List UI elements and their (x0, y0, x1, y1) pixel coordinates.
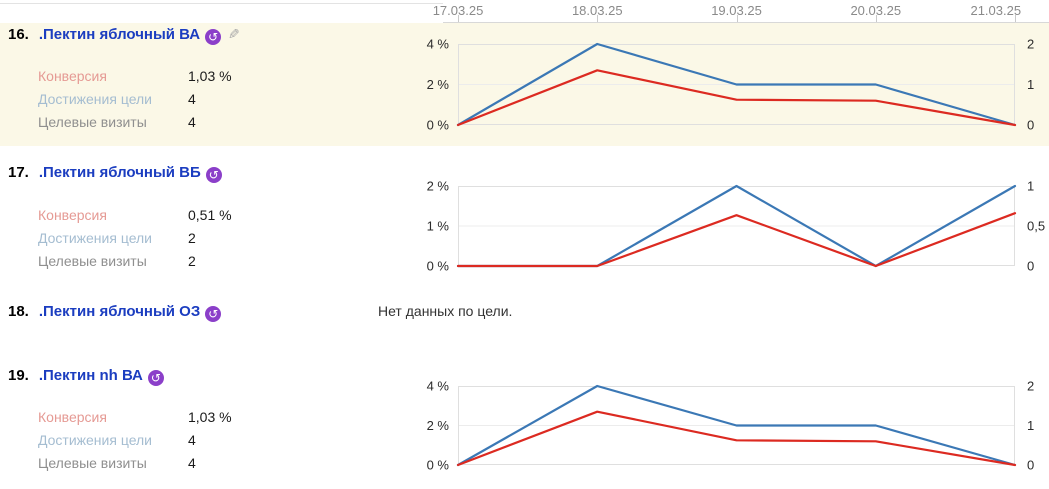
goal-visits-label: Целевые визиты (38, 114, 147, 130)
metric-conversion: Конверсия 1,03 % (38, 68, 408, 91)
goal-row-header: 16. .Пектин яблочный ВА ↺ ✎ (8, 26, 240, 45)
date-axis-label: 18.03.25 (571, 3, 623, 18)
goal-row-header: 19. .Пектин nh ВА ↺ (8, 367, 164, 386)
date-axis: 17.03.25 18.03.25 19.03.25 20.03.25 21.03.25 (0, 0, 1049, 23)
conversion-label: Конверсия (38, 207, 107, 223)
retargeting-icon: ↺ (205, 29, 222, 45)
metric-goal-visits: Целевые визиты 4 (38, 455, 408, 478)
left-axis-label: 2 % (427, 418, 450, 433)
goal-achievements-value: 4 (188, 432, 196, 448)
metric-goal-visits: Целевые визиты 4 (38, 114, 408, 137)
date-axis-tick (597, 15, 599, 22)
right-axis-label: 0 (1027, 259, 1034, 274)
right-axis-label: 2 (1027, 379, 1034, 394)
goal-achievements-line (456, 384, 1017, 467)
right-axis-label: 1 (1027, 418, 1034, 433)
goal-row-number: 18. (8, 303, 29, 320)
metric-goal-achievements: Достижения цели 4 (38, 432, 408, 455)
metric-goal-visits: Целевые визиты 2 (38, 253, 408, 276)
date-axis-tick (458, 15, 459, 22)
right-axis-label: 0,5 (1027, 219, 1045, 234)
goal-chart: 4 % 2 % 0 % 2 1 0 (427, 37, 1035, 133)
date-axis-tick (875, 15, 877, 22)
date-axis-label: 17.03.25 (432, 3, 484, 18)
goal-metrics: Конверсия 1,03 % Достижения цели 4 Целев… (38, 409, 408, 478)
plot-border (458, 386, 1015, 465)
left-axis-label: 0 % (427, 118, 450, 133)
goal-visits-label: Целевые визиты (38, 455, 147, 471)
conversion-label: Конверсия (38, 409, 107, 425)
goal-row-header: 18. .Пектин яблочный ОЗ ↺ (8, 303, 222, 322)
goal-achievements-label: Достижения цели (38, 432, 153, 448)
goal-achievements-line (456, 42, 1017, 127)
goal-chart: 4 % 2 % 0 % 2 1 0 (427, 379, 1035, 473)
goal-title-link[interactable]: .Пектин яблочный ОЗ (38, 303, 201, 320)
retargeting-icon: ↺ (205, 306, 222, 322)
goal-row-19: 19. .Пектин nh ВА ↺ Конверсия 1,03 % Дости… (0, 352, 1049, 489)
retargeting-icon: ↺ (205, 167, 222, 183)
goal-row-header: 17. .Пектин яблочный ВБ ↺ (8, 164, 222, 183)
goal-title-link[interactable]: .Пектин яблочный ВА (38, 26, 201, 43)
left-axis-label: 2 % (427, 77, 450, 92)
conversion-line (456, 410, 1017, 467)
goal-achievements-value: 2 (188, 230, 196, 246)
goal-achievements-label: Достижения цели (38, 91, 153, 107)
retargeting-icon: ↺ (147, 370, 164, 386)
goal-visits-value: 4 (188, 114, 196, 130)
left-axis-label: 1 % (427, 219, 450, 234)
metric-conversion: Конверсия 0,51 % (38, 207, 408, 230)
conversion-label: Конверсия (38, 68, 107, 84)
header-divider-right (443, 22, 1049, 23)
header-divider-left (0, 3, 443, 4)
goal-row-16: 16. .Пектин яблочный ВА ↺ ✎ Конверсия 1,03 … (0, 23, 1049, 146)
edit-goal-icon[interactable]: ✎ (228, 26, 240, 42)
date-axis-label: 20.03.25 (850, 3, 902, 18)
right-axis-label: 1 (1027, 179, 1034, 194)
goal-row-number: 16. (8, 26, 29, 43)
right-axis-label: 2 (1027, 37, 1034, 52)
left-axis-label: 2 % (427, 179, 450, 194)
right-axis-label: 1 (1027, 77, 1034, 92)
conversion-line (456, 69, 1017, 127)
plot-border (458, 44, 1015, 125)
goal-visits-label: Целевые визиты (38, 253, 147, 269)
conversion-line (456, 212, 1017, 268)
goal-metrics: Конверсия 0,51 % Достижения цели 2 Целев… (38, 207, 408, 276)
goal-chart: 2 % 1 % 0 % 1 0,5 0 (427, 179, 1045, 274)
metric-conversion: Конверсия 1,03 % (38, 409, 408, 432)
date-axis-label: 21.03.25 (970, 3, 1022, 18)
left-axis-label: 4 % (427, 379, 450, 394)
goal-row-17: 17. .Пектин яблочный ВБ ↺ Конверсия 0,51 %… (0, 146, 1049, 290)
right-axis-label: 0 (1027, 118, 1034, 133)
conversion-value: 1,03 % (188, 68, 232, 84)
metric-goal-achievements: Достижения цели 4 (38, 91, 408, 114)
left-axis-label: 4 % (427, 37, 450, 52)
goal-row-number: 17. (8, 164, 29, 181)
metric-goal-achievements: Достижения цели 2 (38, 230, 408, 253)
goal-title-link[interactable]: .Пектин яблочный ВБ (38, 164, 201, 181)
date-axis-tick (1015, 15, 1016, 22)
no-data-message: Нет данных по цели. (378, 303, 513, 319)
goal-achievements-label: Достижения цели (38, 230, 153, 246)
goal-visits-value: 2 (188, 253, 196, 269)
goal-metrics: Конверсия 1,03 % Достижения цели 4 Целев… (38, 68, 408, 137)
conversion-value: 1,03 % (188, 409, 232, 425)
goal-title-link[interactable]: .Пектин nh ВА (38, 367, 143, 384)
left-axis-label: 0 % (427, 259, 450, 274)
date-axis-tick (736, 15, 738, 22)
left-axis-label: 0 % (427, 458, 450, 473)
goal-row-number: 19. (8, 367, 29, 384)
right-axis-label: 0 (1027, 458, 1034, 473)
goal-achievements-value: 4 (188, 91, 196, 107)
date-axis-label: 19.03.25 (711, 3, 762, 18)
goal-row-18: 18. .Пектин яблочный ОЗ ↺ Нет данных по це… (0, 290, 1049, 352)
conversion-value: 0,51 % (188, 207, 232, 223)
goal-visits-value: 4 (188, 455, 196, 471)
